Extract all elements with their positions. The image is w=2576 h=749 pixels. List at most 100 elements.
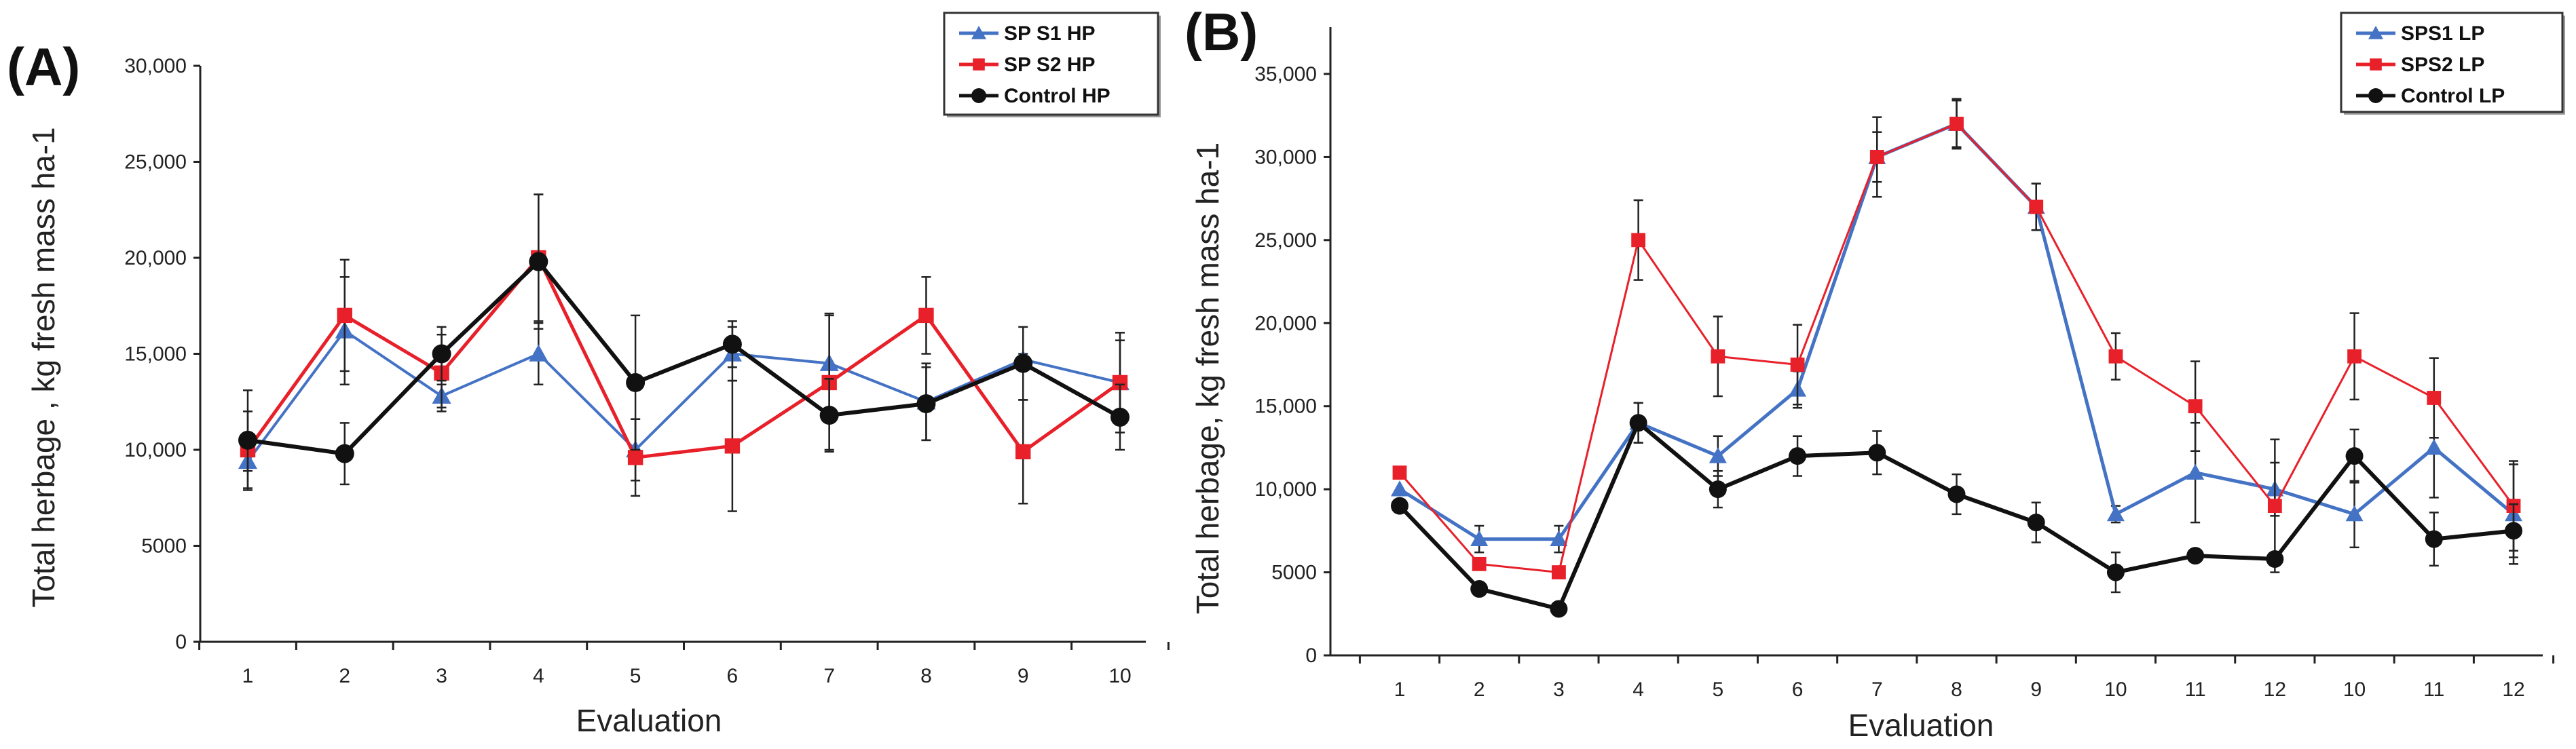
y-tick-label: 25,000 [124,151,187,174]
x-tick-label: 12 [2502,678,2524,701]
x-tick-label: 6 [727,665,739,687]
legend: SP S1 HP SP S2 HP Control HP [943,12,1161,117]
data-point [1112,374,1128,391]
data-point [1711,349,1725,364]
data-point [722,334,742,354]
legend-label: SP S1 HP [1004,22,1096,45]
data-point [1789,447,1807,465]
data-point [337,307,352,324]
legend-label: Control LP [2401,85,2505,107]
y-tick-label: 30,000 [1254,146,1317,168]
data-point [1391,497,1408,515]
data-point [1869,150,1884,164]
y-tick-label: 20,000 [1254,312,1317,334]
data-point [2347,349,2362,364]
data-point [1110,407,1130,427]
data-point [2106,505,2125,522]
x-axis-title: Evaluation [1848,708,1994,743]
series-control-hp [238,193,1130,491]
x-tick-label: 3 [1553,678,1565,701]
legend-label: Control HP [1004,85,1110,107]
data-point [1472,556,1487,571]
x-tick-label: 10 [1108,665,1131,687]
x-tick-label: 10 [2104,678,2127,701]
series-sp-s1-hp [238,276,1130,482]
data-point [1631,233,1646,248]
data-point [918,307,934,324]
x-tick-label: 5 [630,665,641,687]
data-point [1790,358,1805,372]
data-point [2108,349,2123,364]
x-tick-label: 7 [1871,678,1883,701]
series-sps2-lp [1392,98,2521,579]
series-sp-s2-hp [240,193,1128,512]
y-tick-label: 30,000 [124,55,187,77]
y-tick-label: 15,000 [124,343,187,366]
data-point [2106,563,2125,581]
data-point [1470,530,1489,546]
legend-label: SP S2 HP [1004,54,1096,76]
data-point [529,344,548,362]
x-tick-label: 11 [2185,678,2206,701]
x-tick-label: 8 [920,665,932,687]
data-point [1868,444,1886,462]
legend-marker-icon [2368,26,2383,39]
data-point [1552,565,1566,579]
legend-label: SPS2 LP [2401,54,2484,76]
data-point [2188,399,2203,414]
data-point [238,430,257,450]
data-point [1392,465,1407,480]
x-tick-label: 1 [1394,678,1406,701]
x-tick-label: 1 [242,665,254,687]
y-tick-label: 0 [175,631,187,653]
x-tick-label: 4 [1632,678,1644,701]
data-point [1391,480,1408,497]
y-tick-label: 10,000 [124,439,187,461]
x-tick-label: 2 [1474,678,1485,701]
data-point [1470,580,1489,598]
legend-marker-icon [2370,58,2382,71]
data-point [1550,530,1568,546]
x-tick-label: 3 [436,665,447,687]
data-point [627,450,643,465]
data-point [529,252,548,271]
x-tick-label: 12 [2264,678,2286,701]
data-point [1013,353,1033,373]
x-tick-label: 7 [823,665,835,687]
y-tick-label: 25,000 [1254,229,1317,252]
y-axis-title: Total herbage, kg fresh mass ha-1 [1190,142,1225,614]
data-point [1949,117,1964,131]
x-tick-label: 4 [533,665,544,687]
data-point [2345,505,2364,522]
x-tick-label: 2 [339,665,350,687]
data-point [1629,414,1647,432]
y-tick-label: 35,000 [1254,63,1317,85]
data-point [2427,391,2442,405]
data-point [724,438,741,454]
data-point [2029,199,2044,214]
x-tick-label: 8 [1951,678,1962,701]
legend-marker-icon [971,26,986,39]
data-point [1015,444,1031,460]
panel-label: (A) [7,37,80,96]
data-point [2505,522,2522,540]
panel-a-chart: (A) 0 5000 10,000 15,000 20,000 25,000 30,000 1 2… [7,12,1170,738]
data-point [1947,485,1966,503]
series-line [247,258,1121,456]
series-control-lp [1391,402,2522,618]
x-tick-label: 6 [1792,678,1804,701]
y-tick-label: 5000 [141,535,187,558]
series-line [246,328,1121,463]
data-point [626,372,646,392]
y-tick-label: 5000 [1271,562,1317,584]
x-tick-label: 5 [1713,678,1724,701]
panel-b-chart: (B)0500010,00015,00020,00025,00030,00035… [1184,2,2565,743]
x-tick-label: 9 [2030,678,2042,701]
data-point [1550,600,1568,618]
data-point [2425,530,2443,548]
series-line [246,254,1121,460]
legend-label: SPS1 LP [2401,22,2484,45]
data-point [335,444,354,463]
data-point [1709,480,1727,499]
